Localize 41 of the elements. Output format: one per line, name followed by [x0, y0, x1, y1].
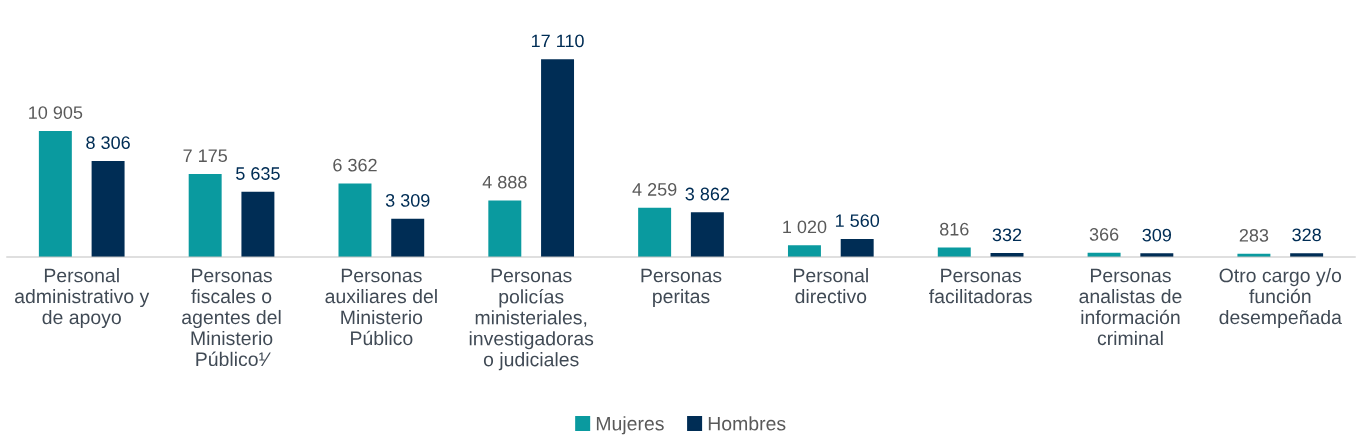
- data-label: 8 306: [86, 136, 130, 150]
- bar: [690, 212, 724, 257]
- x-tick-label: Personas analistas de información criminal: [1079, 268, 1182, 346]
- data-label: 3 862: [685, 187, 730, 201]
- data-label: 17 110: [531, 34, 584, 48]
- bar: [338, 183, 372, 257]
- legend-label: Mujeres: [596, 416, 664, 435]
- data-label: 4 888: [482, 175, 527, 189]
- x-tick-label: Personas policías ministeriales, investigadoras o judiciales: [469, 268, 594, 371]
- data-label: 1 020: [783, 220, 827, 234]
- legend-label: Hombres: [708, 416, 786, 431]
- bar: [787, 245, 821, 257]
- bar: [840, 238, 874, 257]
- x-tick-label: Personas fiscales o agentes del Ministerio Público¹⁄: [182, 268, 281, 367]
- data-label: 7 175: [183, 149, 228, 163]
- data-label: 328: [1292, 228, 1321, 242]
- bar: [541, 59, 575, 257]
- data-label: 1 560: [835, 214, 880, 228]
- data-label: 3 309: [385, 194, 430, 207]
- data-label: 332: [992, 228, 1022, 242]
- x-tick-label: Personas facilitadoras: [929, 268, 1032, 304]
- data-label: 6 362: [333, 158, 377, 172]
- x-tick-label: Personal directivo: [794, 268, 868, 304]
- bar: [241, 191, 275, 257]
- data-label: 5 635: [236, 167, 280, 180]
- data-label: 366: [1089, 228, 1119, 241]
- x-tick-label: Personas auxiliares del Ministerio Público: [325, 268, 437, 346]
- data-label: 309: [1142, 228, 1172, 242]
- data-label: 4 259: [632, 183, 677, 196]
- bar: [488, 200, 522, 257]
- data-label: 283: [1239, 228, 1269, 242]
- bar: [391, 218, 425, 257]
- x-tick-label: Personas peritas: [641, 268, 722, 308]
- bar: [638, 207, 672, 257]
- x-tick-label: Personal administrativo y de apoyo: [15, 268, 150, 329]
- data-label: 816: [940, 222, 969, 236]
- bar: [188, 174, 222, 257]
- data-label: 10 905: [29, 106, 83, 119]
- x-tick-label: Otro cargo y/o función desempeñada: [1219, 268, 1342, 329]
- bar: [38, 130, 72, 257]
- bar: [91, 160, 125, 257]
